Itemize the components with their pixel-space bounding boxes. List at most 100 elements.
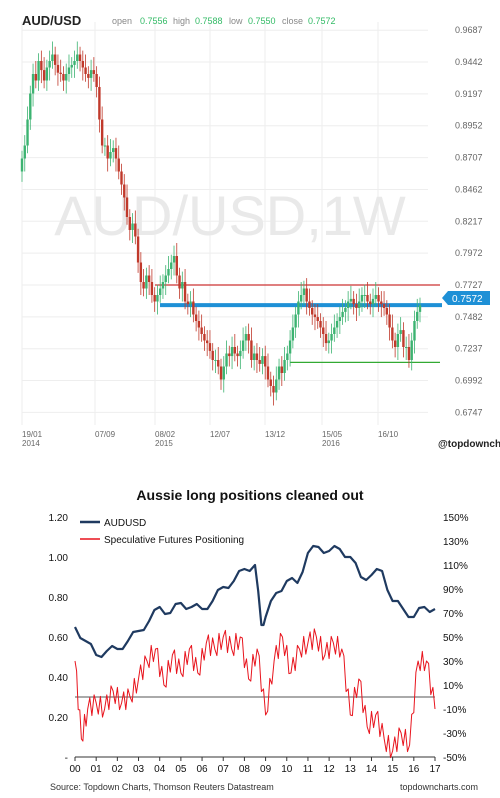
- candle-body: [62, 74, 65, 81]
- candle-body: [391, 327, 394, 341]
- candle-body: [308, 301, 311, 308]
- low-label: low: [229, 16, 243, 26]
- candle-body: [294, 314, 297, 328]
- candle-body: [324, 334, 328, 344]
- candle-body: [186, 301, 190, 305]
- price-tag-value: 0.7572: [452, 294, 483, 305]
- candle-body: [164, 275, 167, 282]
- candle-body: [341, 311, 344, 318]
- price-tick-label: 0.8217: [455, 216, 483, 226]
- candle-body: [355, 304, 358, 308]
- close-value: 0.7572: [308, 16, 336, 26]
- candle-body: [150, 282, 154, 295]
- candle-body: [404, 347, 408, 348]
- candle-body: [283, 360, 286, 373]
- candle-body: [81, 61, 85, 68]
- price-tag: 0.7572: [442, 291, 490, 305]
- candle-body: [255, 353, 259, 360]
- candle-body: [161, 282, 165, 289]
- candle-body: [34, 74, 38, 81]
- x-tick-label: 12: [324, 764, 336, 775]
- x-tick-label: 08: [239, 764, 251, 775]
- candle-body: [335, 321, 339, 328]
- time-tick-label: 19/01: [22, 430, 43, 439]
- candle-body: [158, 288, 162, 295]
- candle-body: [134, 223, 137, 237]
- x-tick-label: 14: [366, 764, 378, 775]
- candle-body: [139, 262, 143, 282]
- chart-background: [0, 470, 500, 798]
- source-note: Source: Topdown Charts, Thomson Reuters …: [50, 782, 274, 792]
- candle-body: [200, 327, 203, 334]
- x-tick-label: 11: [303, 764, 314, 775]
- candle-body: [380, 301, 383, 305]
- candle-body: [374, 295, 377, 299]
- candle-body: [416, 311, 419, 321]
- candle-body: [84, 67, 87, 74]
- candle-body: [219, 366, 223, 380]
- candle-body: [112, 148, 115, 152]
- time-tick-label: 07/09: [95, 430, 116, 439]
- candle-body: [78, 54, 82, 61]
- x-tick-label: 03: [133, 764, 145, 775]
- candle-body: [291, 327, 295, 341]
- candle-body: [153, 295, 156, 302]
- low-value: 0.7550: [248, 16, 276, 26]
- candle-body: [136, 236, 140, 263]
- candle-body: [109, 152, 112, 159]
- candle-body: [20, 158, 24, 172]
- price-tick-label: 0.8462: [455, 184, 483, 194]
- x-tick-label: 07: [218, 764, 230, 775]
- brand-url: topdowncharts.com: [400, 782, 478, 792]
- x-tick-label: 13: [345, 764, 357, 775]
- candle-body: [31, 74, 35, 94]
- candle-body: [369, 301, 372, 305]
- candle-body: [396, 334, 400, 347]
- left-tick-label: 1.00: [49, 553, 69, 564]
- right-tick-label: 150%: [443, 513, 469, 524]
- candle-body: [393, 340, 397, 347]
- right-tick-label: 70%: [443, 609, 463, 620]
- x-tick-label: 17: [429, 764, 441, 775]
- candle-body: [172, 256, 176, 263]
- right-tick-label: 30%: [443, 657, 463, 668]
- candle-body: [26, 119, 29, 146]
- right-tick-label: 110%: [443, 561, 468, 572]
- price-tick-label: 0.9442: [455, 57, 483, 67]
- candle-body: [366, 295, 369, 302]
- candle-body: [51, 54, 54, 61]
- candle-body: [48, 61, 51, 68]
- legend-label-positioning: Speculative Futures Positioning: [104, 535, 244, 546]
- candle-body: [275, 379, 278, 393]
- candle-body: [266, 366, 270, 380]
- candle-body: [377, 295, 380, 302]
- candle-body: [175, 256, 178, 276]
- x-tick-label: 15: [387, 764, 399, 775]
- open-value: 0.7556: [140, 16, 168, 26]
- candle-body: [363, 295, 366, 296]
- right-tick-label: 90%: [443, 585, 463, 596]
- candle-body: [125, 197, 129, 217]
- candle-body: [123, 184, 126, 198]
- price-tick-label: 0.8707: [455, 153, 483, 163]
- time-tick-year: 2015: [155, 439, 173, 448]
- x-tick-label: 02: [112, 764, 124, 775]
- candle-body: [302, 288, 306, 295]
- time-tick-label: 15/05: [322, 430, 343, 439]
- close-label: close: [282, 16, 303, 26]
- symbol-title: AUD/USD: [22, 13, 81, 28]
- candle-body: [183, 282, 187, 302]
- candle-body: [360, 295, 364, 302]
- candle-body: [239, 350, 242, 357]
- candle-body: [305, 288, 308, 302]
- candle-body: [297, 301, 300, 315]
- time-tick-year: 2014: [22, 439, 40, 448]
- candle-body: [217, 360, 220, 367]
- candle-body: [103, 145, 107, 147]
- price-tick-label: 0.8952: [455, 121, 483, 131]
- candle-body: [344, 308, 347, 312]
- candle-body: [333, 327, 336, 334]
- price-tick-label: 0.9197: [455, 89, 483, 99]
- audusd-line: [74, 544, 436, 659]
